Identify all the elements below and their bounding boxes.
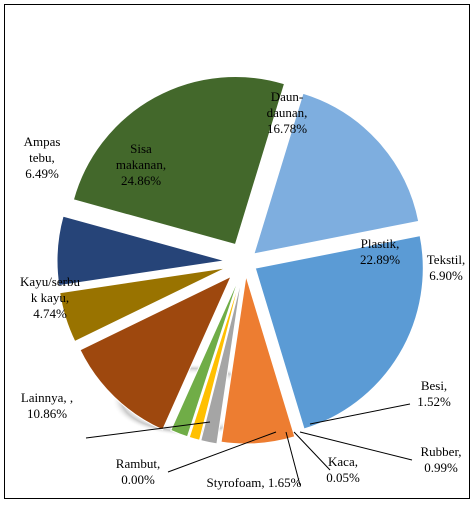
leader-line [309, 403, 411, 425]
pie-slice [200, 277, 243, 445]
slice-label: Kayu/serbu k kayu, 4.74% [20, 274, 80, 321]
pie-slice [59, 267, 227, 343]
pie-slice [79, 275, 233, 431]
pie-slice [56, 215, 226, 287]
leader-line [167, 431, 277, 473]
slice-label: Rambut, 0.00% [116, 456, 160, 487]
leader-lines [85, 403, 413, 486]
slice-labels: Daun-daunan, 16.78% Plastik, 22.89% Tekstil,… [20, 89, 465, 490]
slice-label: Ampas tebu, 6.49% [24, 134, 61, 181]
slice-label: Styrofoam, 1.65% [207, 475, 302, 490]
leader-line [299, 431, 413, 461]
leader-line [285, 431, 301, 486]
pie-slice [187, 277, 241, 438]
pie-slice [188, 277, 242, 441]
slice-label: Daun-daunan, 16.78% [267, 89, 308, 136]
pie-slice [220, 275, 296, 445]
slice-label: Tekstil, 6.90% [427, 252, 465, 283]
pie-slice [170, 276, 240, 438]
slice-label: Plastik, 22.89% [360, 236, 400, 267]
slice-label: Besi, 1.52% [417, 378, 451, 409]
slice-label: Sisa makanan, 24.86% [116, 141, 166, 188]
pie-slice [72, 76, 286, 246]
slice-label: Kaca, 0.05% [326, 454, 360, 485]
slice-label: Lainnya, , 10.86% [21, 390, 73, 421]
pie-slice [254, 234, 424, 430]
pie-slice [253, 92, 420, 255]
leader-line [85, 421, 211, 439]
pie-slices [56, 76, 424, 445]
leader-line [293, 431, 331, 471]
slice-label: Rubber, 0.99% [421, 444, 462, 475]
